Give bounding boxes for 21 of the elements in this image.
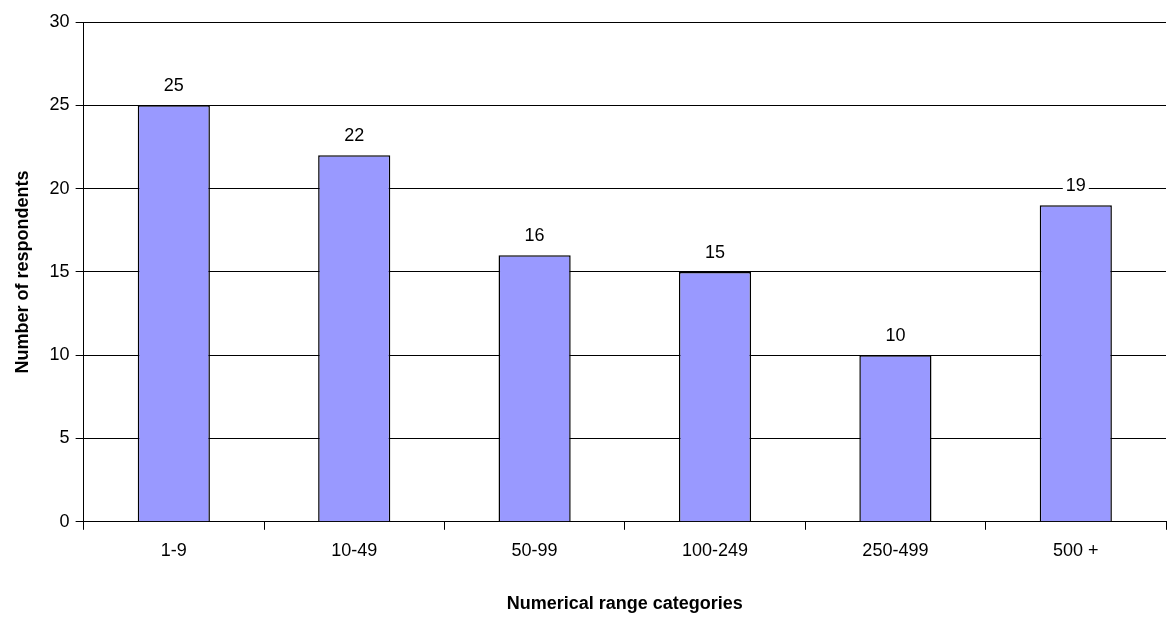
data-label: 15: [704, 241, 726, 262]
y-tick-label: 25: [49, 94, 70, 115]
y-tick-label: 5: [59, 427, 70, 448]
x-tick-label: 500 +: [1053, 539, 1099, 560]
y-tick-label: 0: [59, 510, 70, 531]
x-tick-label: 1-9: [160, 539, 187, 560]
data-label: 19: [1065, 175, 1086, 196]
y-axis-title: Number of respondents: [11, 170, 32, 374]
y-tick-label: 30: [49, 10, 70, 31]
data-label: 22: [344, 125, 365, 146]
x-tick-label: 10-49: [331, 539, 378, 560]
data-label: 25: [163, 75, 184, 96]
y-tick-label: 10: [49, 344, 70, 365]
data-label: 10: [885, 325, 906, 346]
x-axis-title: Numerical range categories: [506, 593, 743, 614]
y-tick-label: 15: [49, 260, 70, 281]
x-tick-label: 50-99: [511, 539, 558, 560]
y-tick-label: 20: [49, 177, 70, 198]
x-tick-label: 100-249: [681, 539, 749, 560]
data-label: 16: [524, 225, 545, 246]
x-tick-label: 250-499: [862, 539, 929, 560]
